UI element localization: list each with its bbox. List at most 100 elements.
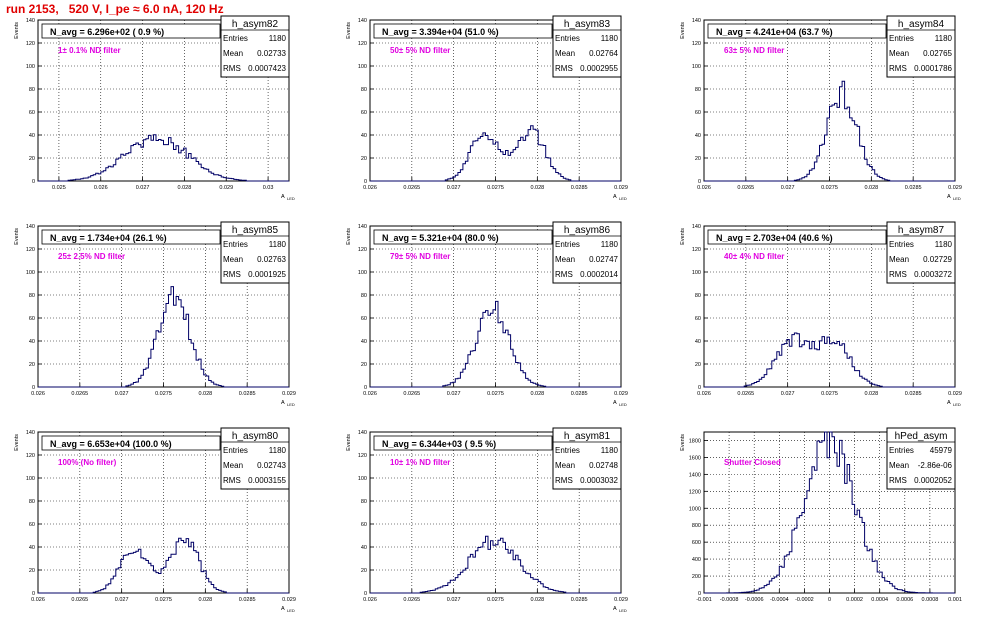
stats-title: h_asym80 — [232, 431, 279, 442]
x-tick-label: 0.025 — [52, 185, 66, 191]
stats-rms-label: RMS — [223, 270, 241, 279]
x-tick-label: 0.0265 — [403, 185, 420, 191]
navg-box — [41, 435, 221, 451]
x-axis-subscript: LED — [619, 402, 627, 407]
run-title: run 2153, 520 V, I_pe ≈ 6.0 nA, 120 Hz — [6, 2, 224, 16]
x-tick-label: 0.0265 — [403, 391, 420, 397]
x-tick-label: 0.026 — [363, 185, 377, 191]
y-tick-label: 1600 — [689, 455, 701, 461]
x-tick-label: 0.028 — [198, 391, 212, 397]
stats-rms-value: 0.0002014 — [580, 270, 618, 279]
stats-box — [552, 221, 622, 284]
x-tick-label: 0.026 — [363, 597, 377, 603]
x-axis-subscript: LED — [287, 402, 295, 407]
stats-entries-value: 1180 — [269, 34, 287, 43]
stats-box — [220, 427, 290, 490]
x-axis-title: A — [281, 606, 285, 612]
x-tick-label: 0.026 — [31, 391, 45, 397]
x-tick-label: 0.0285 — [905, 391, 922, 397]
stats-mean-value: 0.02763 — [257, 255, 286, 264]
navg-label: N_avg = 1.734e+04 (26.1 %) — [50, 233, 167, 243]
x-tick-label: 0.029 — [614, 597, 628, 603]
stats-mean-label: Mean — [889, 49, 909, 58]
y-tick-label: 0 — [364, 591, 367, 597]
filter-label: 79± 5% ND filter — [390, 252, 450, 261]
y-tick-label: 40 — [361, 339, 367, 345]
stats-title: h_asym87 — [898, 225, 945, 236]
histogram-panel-h_asym87: 0.026 0.0265 0.027 0.0275 0.028 0.0285 0.029 0 2… — [680, 221, 962, 407]
x-tick-label: -0.0008 — [720, 597, 739, 603]
y-tick-label: 120 — [26, 453, 35, 459]
y-tick-label: 120 — [358, 453, 367, 459]
histogram-panel-h_asym84: 0.026 0.0265 0.027 0.0275 0.028 0.0285 0.029 0 2… — [680, 15, 962, 201]
stats-rms-value: 0.0001786 — [914, 64, 952, 73]
stats-entries-label: Entries — [223, 446, 248, 455]
y-tick-label: 60 — [361, 522, 367, 528]
stats-box — [552, 15, 622, 78]
y-tick-label: 0 — [364, 179, 367, 185]
y-tick-label: 0 — [698, 591, 701, 597]
x-tick-label: 0.0265 — [737, 391, 754, 397]
x-tick-label: 0.029 — [614, 391, 628, 397]
stats-mean-label: Mean — [555, 255, 575, 264]
stats-title: hPed_asym — [895, 431, 948, 442]
stats-rms-label: RMS — [889, 476, 907, 485]
x-axis-title: A — [281, 194, 285, 200]
y-tick-label: 80 — [29, 293, 35, 299]
x-axis-subscript: LED — [287, 196, 295, 201]
stats-rms-value: 0.0007423 — [248, 64, 286, 73]
stats-entries-label: Entries — [889, 240, 914, 249]
filter-label: 63± 5% ND filter — [724, 46, 784, 55]
stats-entries-label: Entries — [555, 240, 580, 249]
y-tick-label: 20 — [29, 568, 35, 574]
y-tick-label: 40 — [29, 545, 35, 551]
y-tick-label: 80 — [361, 499, 367, 505]
y-tick-label: 80 — [361, 293, 367, 299]
histogram-line — [370, 535, 621, 594]
stats-entries-label: Entries — [555, 34, 580, 43]
y-tick-label: 140 — [692, 224, 701, 230]
y-tick-label: 20 — [695, 362, 701, 368]
x-axis-subscript: LED — [953, 402, 961, 407]
y-tick-label: 120 — [358, 247, 367, 253]
y-tick-label: 0 — [698, 179, 701, 185]
stats-title: h_asym82 — [232, 19, 279, 30]
stats-rms-label: RMS — [889, 64, 907, 73]
y-tick-label: 120 — [26, 247, 35, 253]
x-axis-title: A — [613, 194, 617, 200]
navg-label: N_avg = 6.653e+04 (100.0 %) — [50, 439, 172, 449]
stats-mean-value: 0.02748 — [589, 461, 618, 470]
stats-rms-value: 0.0001925 — [248, 270, 286, 279]
y-axis-title: Events — [680, 228, 686, 245]
x-tick-label: 0.0285 — [239, 391, 256, 397]
stats-mean-value: 0.02765 — [923, 49, 952, 58]
y-tick-label: 200 — [692, 574, 701, 580]
stats-entries-label: Entries — [223, 34, 248, 43]
stats-entries-label: Entries — [889, 34, 914, 43]
navg-label: N_avg = 2.703e+04 (40.6 %) — [716, 233, 833, 243]
stats-entries-value: 1180 — [269, 446, 287, 455]
stats-box — [552, 427, 622, 490]
x-tick-label: 0.027 — [447, 185, 461, 191]
y-tick-label: 800 — [692, 523, 701, 529]
x-tick-label: 0.0285 — [905, 185, 922, 191]
navg-box — [707, 23, 887, 39]
y-tick-label: 0 — [698, 385, 701, 391]
x-tick-label: -0.0004 — [770, 597, 789, 603]
x-tick-label: 0.0275 — [487, 185, 504, 191]
x-tick-label: -0.0006 — [745, 597, 764, 603]
x-axis-title: A — [281, 400, 285, 406]
y-tick-label: 100 — [692, 64, 701, 70]
y-tick-label: 60 — [361, 110, 367, 116]
x-tick-label: 0.0004 — [871, 597, 888, 603]
histogram-panel-h_asym86: 0.026 0.0265 0.027 0.0275 0.028 0.0285 0.029 0 2… — [346, 221, 628, 407]
stats-mean-value: 0.02729 — [923, 255, 952, 264]
stats-rms-label: RMS — [889, 270, 907, 279]
y-axis-title: Events — [346, 228, 352, 245]
x-tick-label: 0.027 — [447, 391, 461, 397]
y-tick-label: 1000 — [689, 506, 701, 512]
navg-box — [41, 23, 221, 39]
y-tick-label: 20 — [29, 362, 35, 368]
x-tick-label: 0.0265 — [71, 391, 88, 397]
